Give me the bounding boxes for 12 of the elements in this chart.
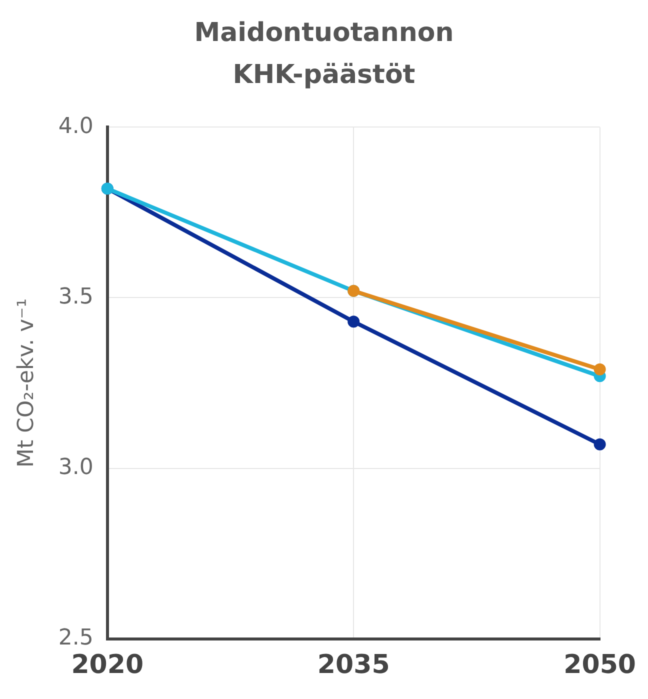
point: [594, 363, 606, 376]
y-axis-title: Mt CO₂-ekv. v⁻¹: [14, 298, 39, 468]
point: [348, 316, 360, 328]
x-tick-label: 2035: [317, 650, 390, 680]
point: [594, 438, 606, 450]
x-tick-label: 2050: [564, 650, 636, 680]
y-tick-label: 4.0: [58, 114, 94, 139]
y-tick-label: 2.5: [58, 626, 94, 651]
chart-title: Maidontuotannon KHK-päästöt: [193, 17, 455, 92]
y-tick-label: 3.0: [58, 454, 94, 480]
x-tick-label: 2020: [71, 650, 144, 680]
y-tick-label: 3.5: [58, 284, 94, 310]
